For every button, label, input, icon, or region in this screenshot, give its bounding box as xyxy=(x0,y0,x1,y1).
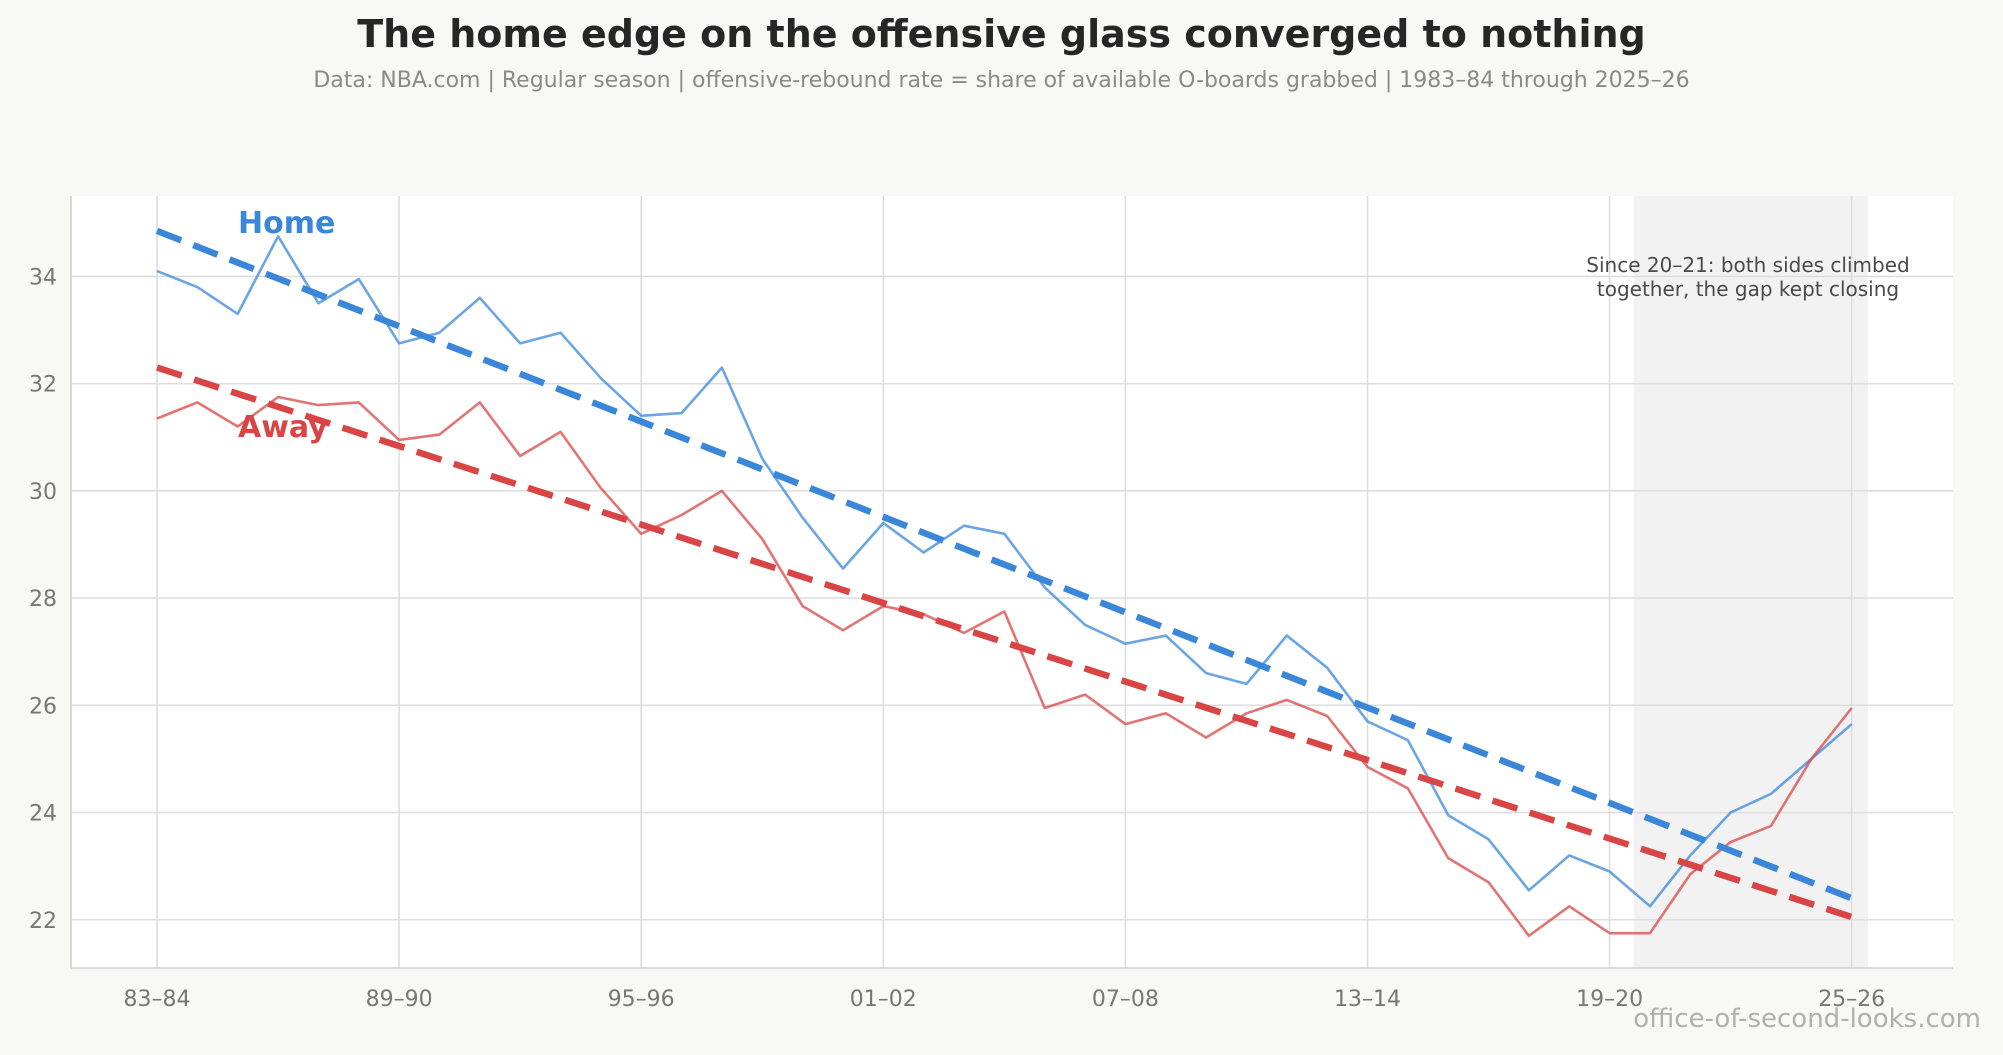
annotation-line: Since 20–21: both sides climbed xyxy=(1586,253,1909,277)
series-label-away: Away xyxy=(238,410,328,445)
x-tick-label: 95–96 xyxy=(608,987,675,1012)
x-tick-label: 07–08 xyxy=(1092,987,1159,1012)
trend-line-away xyxy=(155,364,1853,921)
x-tick-label: 19–20 xyxy=(1576,987,1643,1012)
y-tick-label: 30 xyxy=(29,480,57,505)
chart-title: The home edge on the offensive glass con… xyxy=(357,12,1646,56)
trend-line-home xyxy=(155,227,1853,902)
watermark: office-of-second-looks.com xyxy=(1633,1004,1981,1034)
y-tick-label: 34 xyxy=(29,265,57,290)
highlight-band xyxy=(1633,196,1868,968)
series-label-home: Home xyxy=(238,206,335,241)
y-tick-label: 22 xyxy=(29,909,57,934)
x-tick-label: 13–14 xyxy=(1334,987,1401,1012)
x-tick-label: 89–90 xyxy=(366,987,433,1012)
chart-subtitle: Data: NBA.com | Regular season | offensi… xyxy=(313,68,1690,93)
x-tick-label: 25–26 xyxy=(1818,987,1885,1012)
y-tick-label: 24 xyxy=(29,802,57,827)
y-tick-label: 26 xyxy=(29,694,57,719)
series-line-home xyxy=(156,234,1853,908)
x-tick-label: 83–84 xyxy=(124,987,191,1012)
series-line-away xyxy=(156,395,1853,938)
y-tick-label: 28 xyxy=(29,587,57,612)
annotation-line: together, the gap kept closing xyxy=(1597,277,1899,301)
y-tick-label: 32 xyxy=(29,373,57,398)
x-tick-label: 01–02 xyxy=(850,987,917,1012)
